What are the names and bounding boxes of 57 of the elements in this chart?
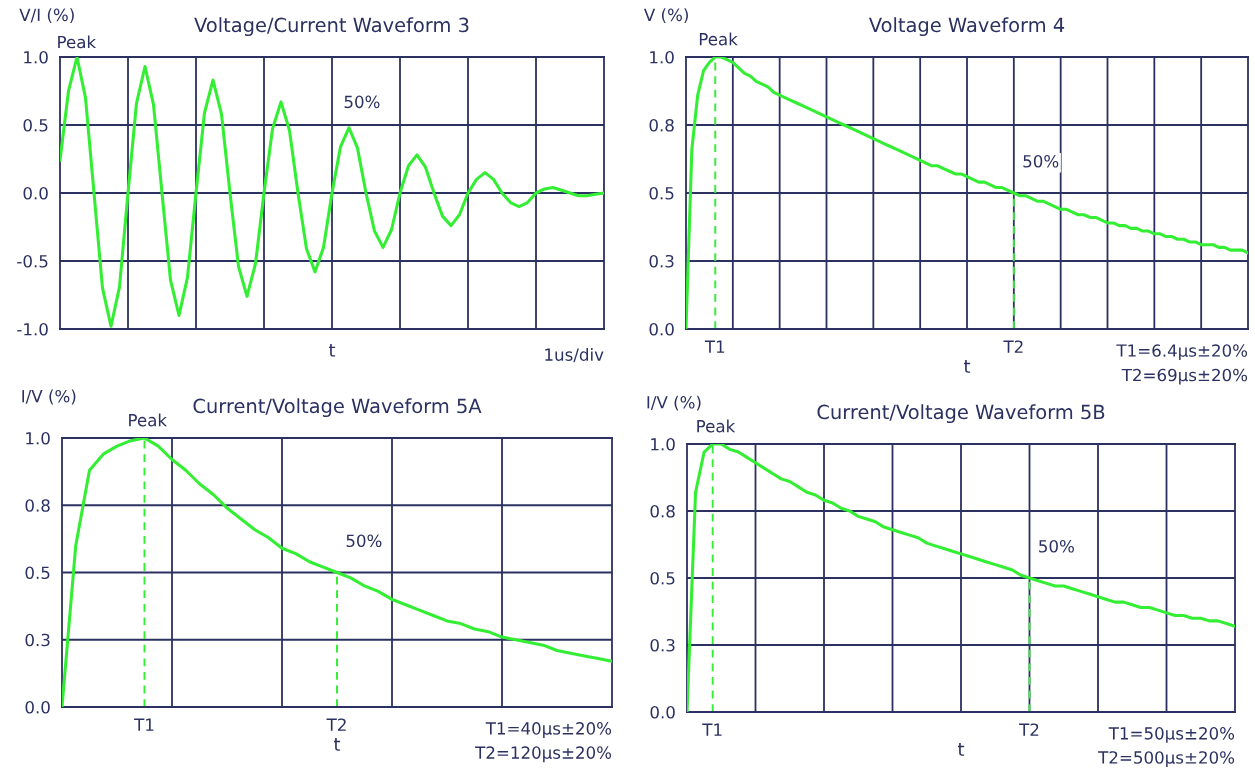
x-tick-label: T1 — [702, 723, 722, 736]
chart-title: Current/Voltage Waveform 5B — [817, 404, 1105, 424]
y-tick-label: 1.0 — [24, 50, 48, 64]
text: T1=40μs±20% — [485, 722, 612, 738]
text: Peak — [58, 35, 97, 49]
y-tick-label: -1.0 — [17, 322, 48, 336]
y-axis-title: V/I (%) — [19, 8, 74, 24]
y-tick-label: 0.0 — [650, 705, 675, 719]
annotation: Peak — [699, 32, 738, 46]
y-axis-title: I/V (%) — [647, 395, 701, 411]
y-tick-label: 0.8 — [649, 118, 674, 132]
y-tick-label: 0.0 — [23, 186, 48, 200]
line-series — [686, 57, 1248, 329]
annotation: Peak — [129, 413, 168, 427]
text: T2=500μs±20% — [1098, 751, 1235, 767]
x-axis-title: t — [328, 343, 336, 357]
y-tick-label: 0.5 — [650, 571, 675, 585]
x-tick-label: T1 — [134, 718, 154, 731]
y-tick-label: 0.3 — [649, 254, 674, 268]
text: T1=6.4μs±20% — [1116, 344, 1248, 361]
y-tick-label: 0.8 — [650, 504, 675, 518]
annotation: 50% — [1023, 154, 1059, 168]
y-tick-label: 0.3 — [650, 638, 675, 652]
chart-title: Voltage/Current Waveform 3 — [194, 17, 469, 37]
text: T2=120μs±20% — [475, 746, 612, 763]
y-tick-label: 0.5 — [23, 118, 48, 132]
annotation: 50% — [1039, 539, 1074, 553]
y-tick-label: 0.3 — [25, 633, 50, 647]
chart-title: Voltage Waveform 4 — [868, 17, 1065, 37]
y-tick-label: 0.8 — [25, 499, 50, 512]
y-tick-label: 0.5 — [25, 566, 50, 580]
line-series — [687, 444, 1235, 712]
annotation: 50% — [346, 534, 382, 548]
x-tick-label: T1 — [704, 340, 725, 353]
y-tick-label: 1.0 — [651, 437, 675, 451]
text: T2=69μs±20% — [1121, 368, 1248, 385]
x-tick-label: T2 — [1019, 723, 1039, 736]
y-tick-label: -0.5 — [17, 254, 48, 268]
y-axis-title: V (%) — [643, 8, 688, 24]
line-series — [60, 57, 604, 328]
x-axis-title: t — [963, 360, 971, 373]
y-tick-label: 0.0 — [649, 322, 674, 336]
x-tick-label: T2 — [326, 718, 346, 731]
line-series — [62, 438, 612, 707]
chart-title: Current/Voltage Waveform 5A — [193, 398, 482, 418]
annotation: Peak — [697, 419, 736, 433]
y-tick-label: 0.5 — [649, 186, 674, 200]
y-tick-label: 1.0 — [650, 50, 674, 64]
annotation: 50% — [344, 95, 380, 109]
x-tick-label: T2 — [1003, 340, 1023, 353]
x-axis-title: t — [957, 743, 965, 756]
y-tick-label: 0.0 — [25, 700, 50, 714]
text: 1us/div — [545, 348, 604, 363]
text: T1=50μs±20% — [1108, 727, 1235, 743]
y-axis-title: I/V (%) — [22, 389, 76, 405]
y-tick-label: 1.0 — [26, 431, 50, 445]
x-axis-title: t — [333, 738, 341, 751]
